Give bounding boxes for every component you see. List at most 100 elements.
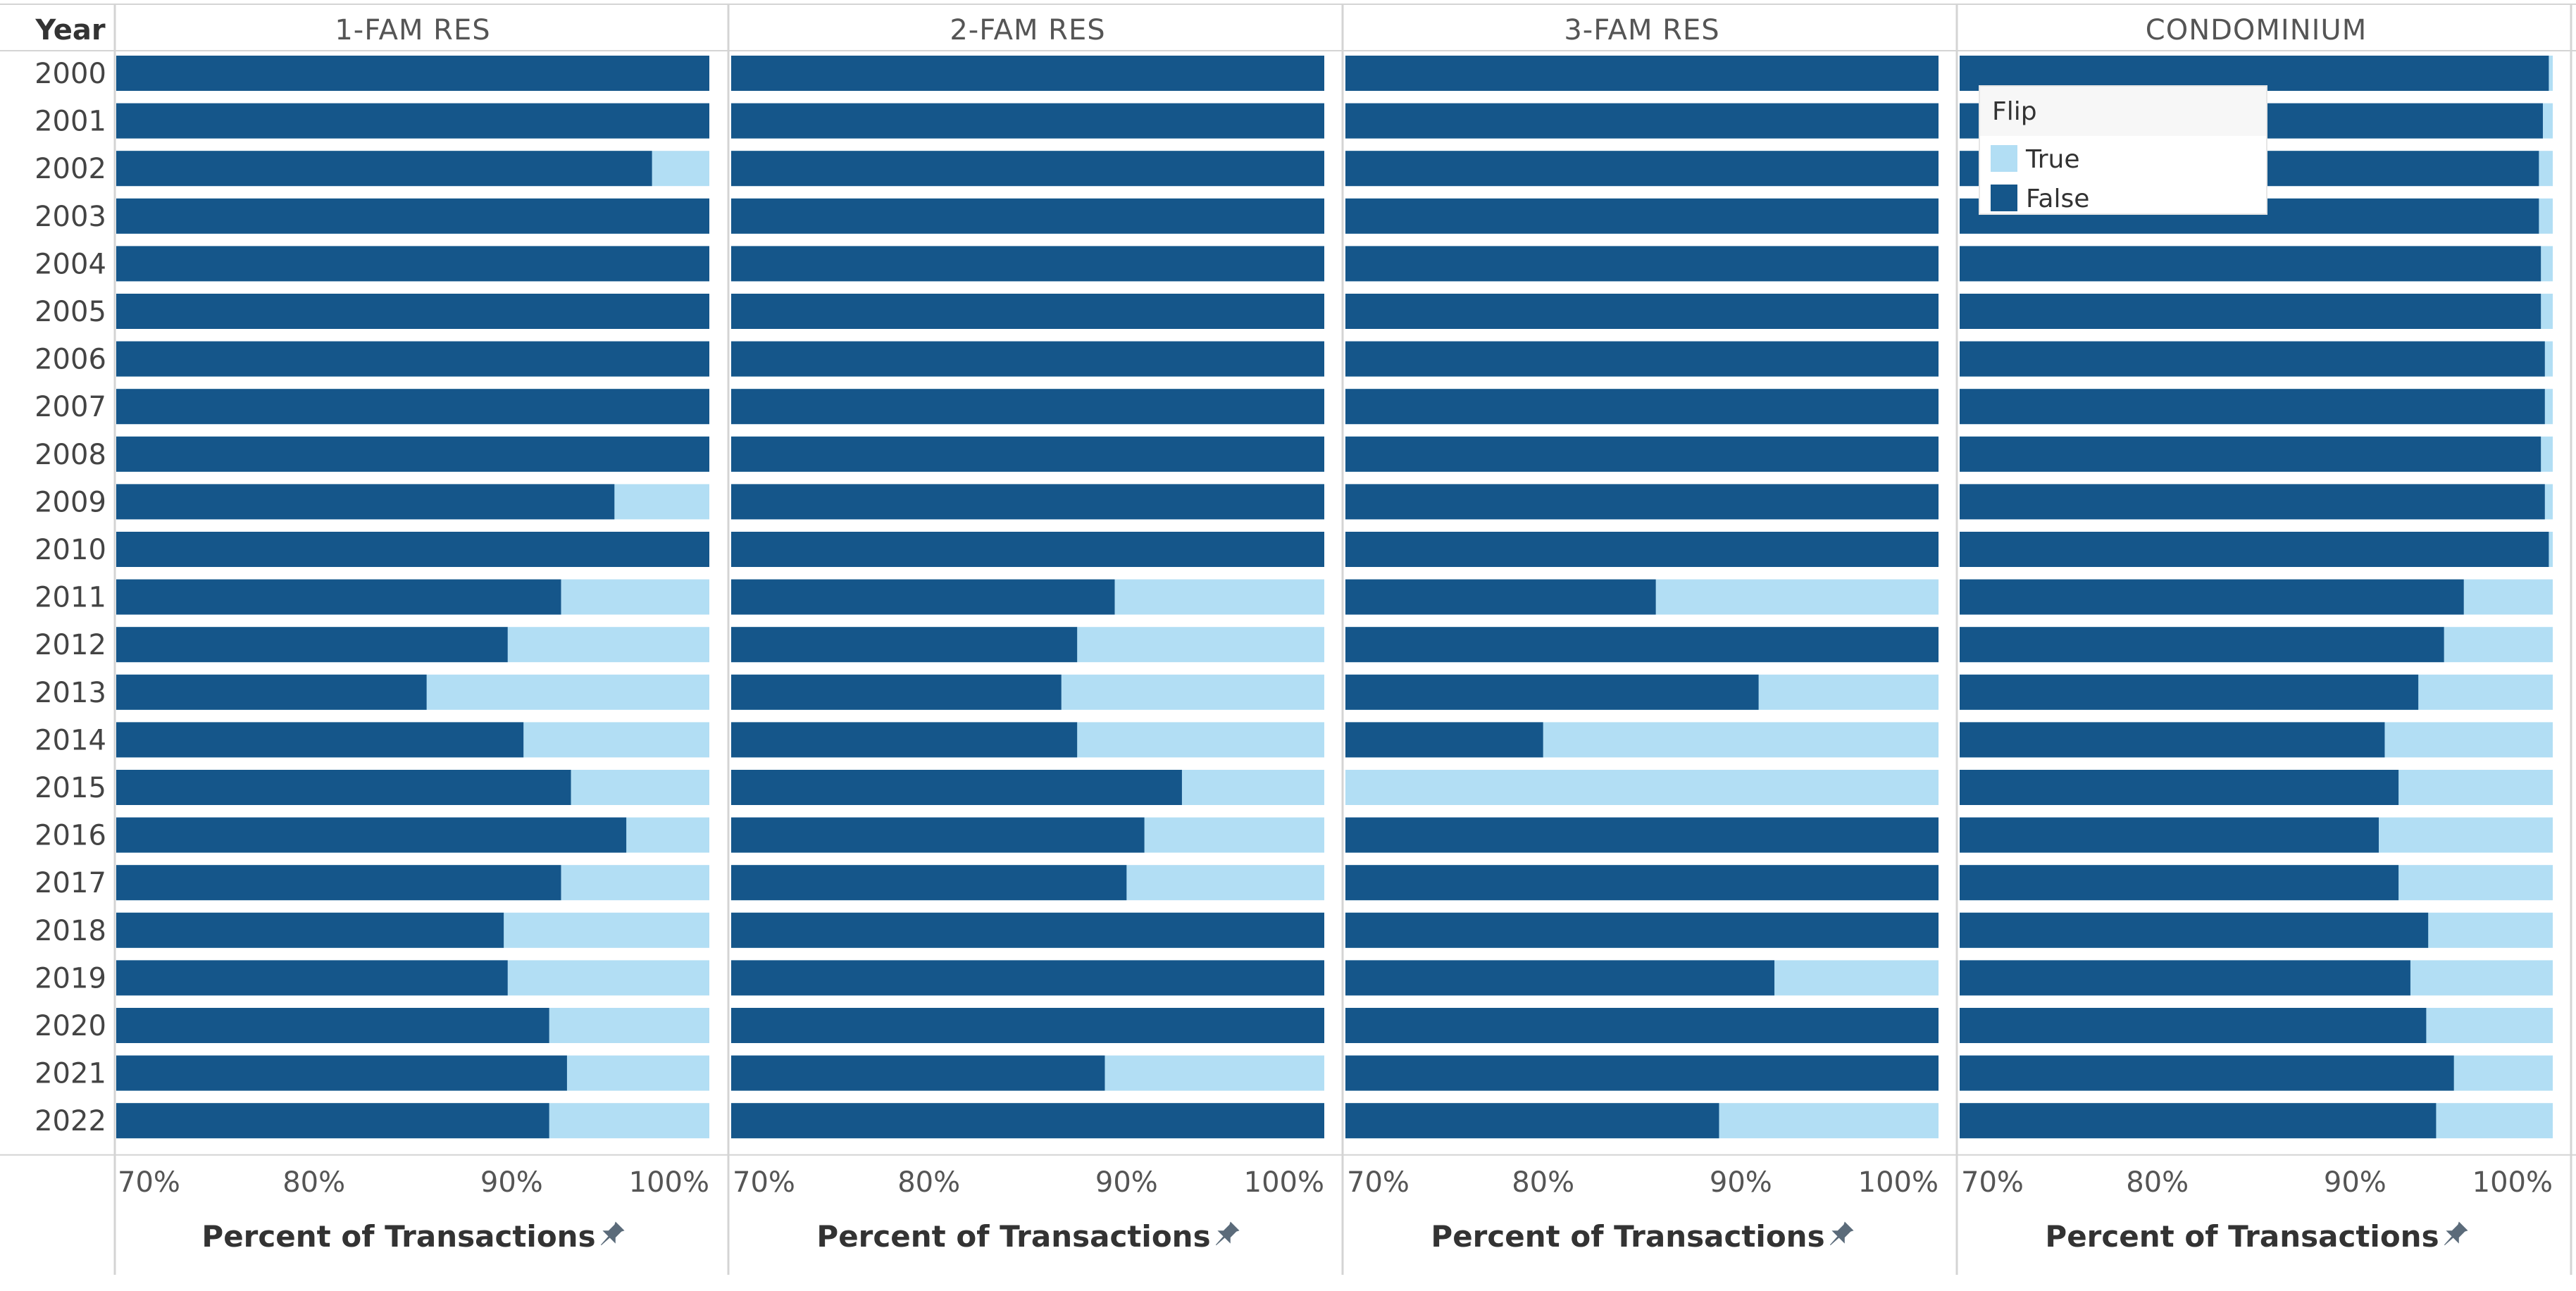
bar-false-segment xyxy=(731,198,1324,234)
year-label: 2003 xyxy=(35,201,106,233)
bar-false-segment xyxy=(1345,912,1939,948)
bar-false-segment xyxy=(116,341,709,377)
year-label: 2012 xyxy=(35,629,106,661)
bar-false-segment xyxy=(1960,246,2541,282)
legend-swatch-false xyxy=(1991,185,2017,211)
bar-false-segment xyxy=(1345,294,1939,329)
bar-false-segment xyxy=(1960,770,2399,805)
bar-false-segment xyxy=(116,1055,567,1091)
x-axis-label: Percent of Transactions xyxy=(1431,1219,1824,1254)
bar-false-segment xyxy=(116,484,615,520)
pin-icon-shape xyxy=(1829,1221,1854,1246)
bar-true-segment xyxy=(1345,770,1939,805)
bar-false-segment xyxy=(1960,484,2545,520)
bar-false-segment xyxy=(116,294,709,329)
bar-false-segment xyxy=(1345,1008,1939,1043)
year-label: 2004 xyxy=(35,248,106,280)
bar-false-segment xyxy=(731,103,1324,139)
year-label: 2010 xyxy=(35,534,106,566)
bar-false-segment xyxy=(731,722,1078,758)
pin-icon-shape xyxy=(600,1221,625,1246)
pin-icon[interactable] xyxy=(1209,1220,1241,1252)
year-label: 2009 xyxy=(35,486,106,518)
x-tick-label: 70% xyxy=(118,1166,180,1199)
bar-false-segment xyxy=(731,246,1324,282)
legend-label-false: False xyxy=(2026,185,2089,213)
pin-icon[interactable] xyxy=(2438,1220,2470,1252)
bar-false-segment xyxy=(1960,436,2541,472)
bar-false-segment xyxy=(1960,865,2399,901)
bar-false-segment xyxy=(731,56,1324,91)
panel-title: CONDOMINIUM xyxy=(2146,14,2367,46)
x-tick-label: 80% xyxy=(1512,1166,1574,1199)
bar-false-segment xyxy=(1345,198,1939,234)
year-label: 2006 xyxy=(35,344,106,376)
bar-false-segment xyxy=(731,912,1324,948)
bar-false-segment xyxy=(116,532,709,567)
bar-false-segment xyxy=(1345,1103,1719,1139)
year-label: 2020 xyxy=(35,1010,106,1042)
bar-false-segment xyxy=(1345,246,1939,282)
x-tick-label: 80% xyxy=(282,1166,345,1199)
year-label: 2019 xyxy=(35,962,106,994)
bar-false-segment xyxy=(1960,1008,2427,1043)
bar-false-segment xyxy=(1345,484,1939,520)
bar-false-segment xyxy=(1345,579,1656,615)
x-tick-label: 80% xyxy=(897,1166,960,1199)
bar-false-segment xyxy=(1345,865,1939,901)
bar-false-segment xyxy=(116,579,561,615)
year-label: 2002 xyxy=(35,153,106,185)
bar-false-segment xyxy=(731,1055,1105,1091)
x-tick-label: 100% xyxy=(1244,1166,1324,1199)
bar-false-segment xyxy=(1960,960,2410,996)
bar-false-segment xyxy=(731,532,1324,567)
year-label: 2022 xyxy=(35,1105,106,1137)
bar-false-segment xyxy=(116,627,508,663)
pin-icon[interactable] xyxy=(1824,1220,1855,1252)
pin-icon[interactable] xyxy=(595,1220,626,1252)
bar-false-segment xyxy=(1345,103,1939,139)
x-axis-label: Percent of Transactions xyxy=(201,1219,595,1254)
bar-false-segment xyxy=(731,436,1324,472)
bar-false-segment xyxy=(1960,1055,2454,1091)
bar-false-segment xyxy=(1345,389,1939,425)
bar-false-segment xyxy=(116,1103,549,1139)
bar-false-segment xyxy=(1960,817,2379,853)
year-label: 2011 xyxy=(35,582,106,614)
pin-icon-shape xyxy=(2444,1221,2468,1246)
x-tick-label: 100% xyxy=(2472,1166,2553,1199)
bar-false-segment xyxy=(1960,1103,2437,1139)
year-label: 2015 xyxy=(35,772,106,804)
x-tick-label: 100% xyxy=(1858,1166,1939,1199)
bar-false-segment xyxy=(1960,674,2419,710)
bar-false-segment xyxy=(1345,532,1939,567)
year-label: 2001 xyxy=(35,106,106,138)
panel-title: 3-FAM RES xyxy=(1564,14,1719,46)
bar-false-segment xyxy=(116,674,427,710)
bar-false-segment xyxy=(1960,294,2541,329)
year-label: 2008 xyxy=(35,439,106,471)
legend-title-bar xyxy=(1980,87,2266,136)
x-tick-label: 90% xyxy=(1095,1166,1158,1199)
bar-false-segment xyxy=(731,770,1182,805)
year-label: 2016 xyxy=(35,820,106,852)
bar-false-segment xyxy=(116,103,709,139)
bar-false-segment xyxy=(116,151,652,187)
bar-false-segment xyxy=(116,912,504,948)
x-tick-label: 70% xyxy=(733,1166,795,1199)
bar-false-segment xyxy=(731,817,1145,853)
x-tick-label: 80% xyxy=(2126,1166,2189,1199)
row-header-label: Year xyxy=(35,14,105,46)
x-tick-label: 90% xyxy=(480,1166,543,1199)
bar-false-segment xyxy=(1960,56,2549,91)
x-tick-label: 100% xyxy=(629,1166,709,1199)
x-tick-label: 90% xyxy=(2324,1166,2387,1199)
year-label: 2021 xyxy=(35,1058,106,1090)
year-label: 2013 xyxy=(35,677,106,709)
bar-false-segment xyxy=(731,389,1324,425)
x-axis-label: Percent of Transactions xyxy=(816,1219,1210,1254)
bar-false-segment xyxy=(1960,722,2385,758)
bar-false-segment xyxy=(1960,389,2545,425)
year-label: 2000 xyxy=(35,58,106,90)
